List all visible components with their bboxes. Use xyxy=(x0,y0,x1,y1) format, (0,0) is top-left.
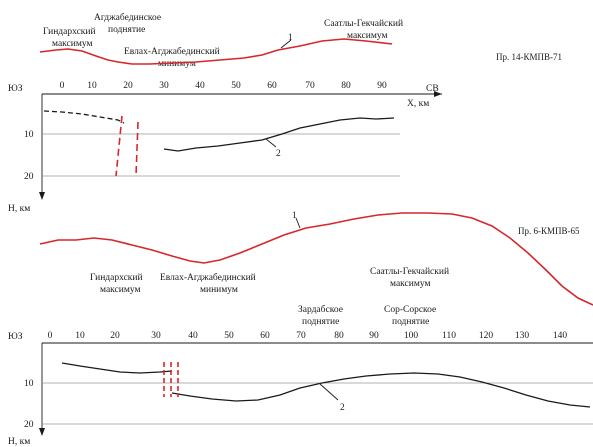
bottom-depth-tick: 10 xyxy=(24,379,34,389)
bottom-x-tick: 20 xyxy=(110,331,120,341)
top-x-tick: 60 xyxy=(267,81,277,91)
top-dir-ne: СВ xyxy=(426,84,439,94)
bottom-depth-tick: 20 xyxy=(24,420,34,430)
top-ann-gindar-2: максимум xyxy=(52,39,93,49)
bottom-x-tick: 110 xyxy=(442,331,456,341)
top-depth-curve-dashed xyxy=(43,110,125,124)
bottom-ann-evlakh-2: минимум xyxy=(200,285,238,295)
bottom-ann-zard-1: Зардабское xyxy=(298,304,343,315)
bottom-x-tick: 60 xyxy=(260,331,270,341)
bottom-curve1-leader xyxy=(295,217,301,229)
top-dir-sw: ЮЗ xyxy=(8,84,23,94)
top-x-tick: 0 xyxy=(60,81,65,91)
top-ann-saatly-2: максимум xyxy=(347,31,388,41)
top-curve2-leader xyxy=(265,138,277,148)
bottom-profile-label: Пр. 6-КМПВ-65 xyxy=(518,226,580,236)
top-depth-axis-label: Н, км xyxy=(8,204,30,214)
top-x-tick: 40 xyxy=(195,81,205,91)
top-x-arrow xyxy=(434,91,442,97)
top-fault-2 xyxy=(135,121,139,177)
bottom-x-tick: 30 xyxy=(151,331,161,341)
top-gravity-curve xyxy=(39,38,393,65)
top-x-tick: 90 xyxy=(377,81,387,91)
top-depth-arrow xyxy=(39,192,45,200)
top-x-tick: 30 xyxy=(159,81,169,91)
bottom-depth-curve xyxy=(171,372,591,408)
bottom-depth-axis-label: Н, км xyxy=(8,437,30,447)
bottom-x-tick: 0 xyxy=(48,331,53,341)
bottom-curve1-number: 1 xyxy=(292,211,297,221)
top-depth-tick: 10 xyxy=(24,130,34,140)
bottom-x-tick: 50 xyxy=(224,331,234,341)
bottom-depth-curve-left xyxy=(61,362,173,374)
top-ann-saatly-1: Саатлы-Гекчайский xyxy=(324,18,403,29)
bottom-panel: Пр. 6-КМПВ-65 1 Гиндархский максимум Евл… xyxy=(8,211,593,447)
bottom-x-tick: 120 xyxy=(479,331,494,341)
bottom-x-tick: 90 xyxy=(369,331,379,341)
bottom-x-tick: 100 xyxy=(404,331,419,341)
top-curve2-number: 2 xyxy=(276,149,281,159)
top-profile-label: Пр. 14-КМПВ-71 xyxy=(496,52,562,62)
bottom-x-tick: 80 xyxy=(334,331,344,341)
top-ann-evlakh-1: Евлах-Агджабединский xyxy=(124,46,220,57)
bottom-gravity-curve xyxy=(39,212,593,306)
top-panel: Гиндархский максимум Агджабединское подн… xyxy=(8,12,562,214)
bottom-depth-arrow xyxy=(39,428,45,436)
top-curve1-leader xyxy=(280,39,292,49)
bottom-x-tick: 70 xyxy=(296,331,306,341)
bottom-x-tick: 40 xyxy=(188,331,198,341)
top-ann-evlakh-2: минимум xyxy=(158,59,196,69)
bottom-x-ticks: 0 10 20 30 40 50 60 70 80 90 100 110 120… xyxy=(48,331,568,341)
top-ann-agdzh-2: поднятие xyxy=(108,25,145,35)
bottom-ann-gindar-1: Гиндархский xyxy=(90,272,143,283)
top-curve1-number: 1 xyxy=(288,33,293,43)
top-x-tick: 70 xyxy=(305,81,315,91)
top-fault-1 xyxy=(115,115,123,177)
top-ann-gindar-1: Гиндархский xyxy=(43,26,96,37)
bottom-ann-gindar-2: максимум xyxy=(100,285,141,295)
top-x-ticks: 0 10 20 30 40 50 60 70 80 90 xyxy=(60,81,387,91)
bottom-ann-sor-2: поднятие xyxy=(392,317,429,327)
top-depth-tick: 20 xyxy=(24,172,34,182)
top-x-tick: 20 xyxy=(123,81,133,91)
bottom-ann-zard-2: поднятие xyxy=(302,317,339,327)
top-x-tick: 50 xyxy=(231,81,241,91)
top-x-axis-label: X, км xyxy=(407,99,429,109)
bottom-dir-sw: ЮЗ xyxy=(8,332,23,342)
bottom-curve2-leader xyxy=(319,383,339,401)
bottom-x-tick: 10 xyxy=(75,331,85,341)
bottom-ann-saatly-1: Саатлы-Гекчайский xyxy=(370,266,449,277)
bottom-ann-saatly-2: максимум xyxy=(390,279,431,289)
top-x-tick: 10 xyxy=(87,81,97,91)
top-ann-agdzh-1: Агджабединское xyxy=(94,12,161,23)
top-x-tick: 80 xyxy=(341,81,351,91)
bottom-x-tick: 130 xyxy=(515,331,530,341)
bottom-ann-sor-1: Сор-Сорское xyxy=(384,305,436,315)
bottom-ann-evlakh-1: Евлах-Агджабединский xyxy=(160,272,256,283)
bottom-curve2-number: 2 xyxy=(340,403,345,413)
bottom-x-tick: 140 xyxy=(553,331,568,341)
top-depth-curve xyxy=(163,117,395,152)
